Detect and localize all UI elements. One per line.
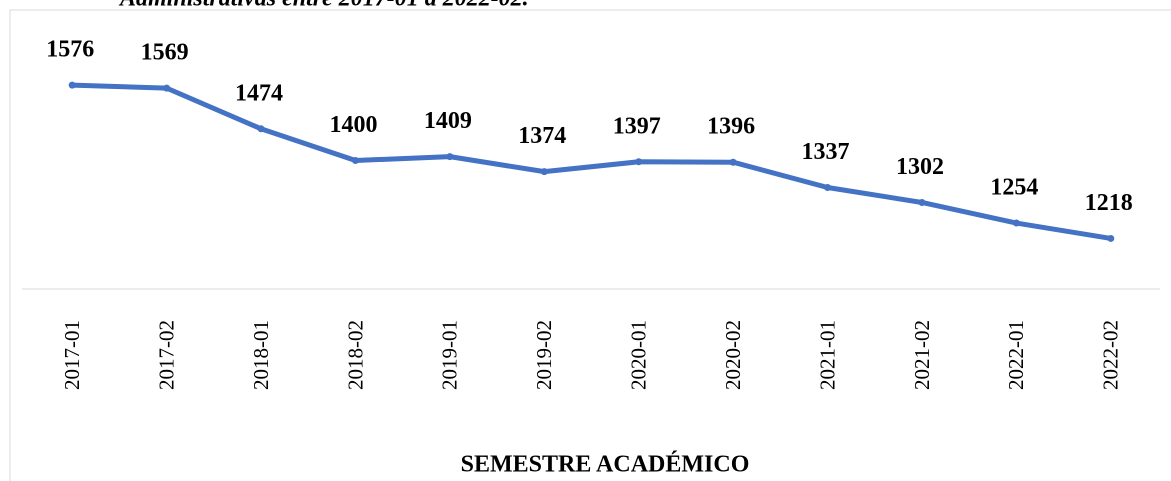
- x-tick-label: 2019-02: [532, 320, 556, 390]
- data-label: 1576: [46, 37, 94, 63]
- chart-frame: [9, 9, 1171, 481]
- data-point: [635, 158, 643, 166]
- x-tick-label: 2017-01: [60, 320, 84, 390]
- data-line: [72, 82, 1112, 241]
- data-point: [824, 183, 832, 191]
- data-label: 1474: [235, 80, 283, 106]
- chart-title: Administrativas entre 2017-01 a 2022-02.: [118, 0, 529, 12]
- x-tick-label: 2017-02: [154, 320, 178, 390]
- x-tick-label: 2021-02: [910, 320, 934, 390]
- data-label: 1400: [329, 112, 377, 138]
- x-axis-title: SEMESTRE ACADÉMICO: [461, 452, 750, 478]
- data-point: [446, 153, 454, 161]
- x-tick-label: 2018-01: [249, 320, 273, 390]
- data-label: 1374: [518, 123, 566, 149]
- data-point: [351, 157, 359, 164]
- x-tick-label: 2022-02: [1099, 320, 1123, 390]
- data-point: [1107, 234, 1115, 242]
- data-point: [729, 158, 737, 166]
- data-label: 1302: [896, 154, 944, 180]
- x-tick-label: 2021-01: [815, 320, 839, 390]
- data-point: [163, 84, 171, 92]
- data-label: 1396: [707, 114, 755, 140]
- x-tick-label: 2020-01: [627, 320, 651, 390]
- data-point: [540, 168, 548, 176]
- x-tick-label: 2018-02: [343, 320, 367, 390]
- data-point: [1012, 219, 1020, 227]
- data-label: 1337: [802, 139, 850, 165]
- data-point: [918, 198, 926, 206]
- x-tick-label: 2022-01: [1004, 320, 1028, 390]
- data-label: 1218: [1085, 190, 1133, 216]
- x-tick-label: 2020-02: [721, 320, 745, 390]
- data-point: [68, 81, 76, 89]
- data-label: 1409: [424, 108, 472, 134]
- data-label: 1254: [990, 175, 1038, 201]
- x-tick-label: 2019-01: [438, 320, 462, 390]
- data-point: [257, 125, 265, 133]
- data-label: 1397: [613, 113, 661, 139]
- data-label: 1569: [141, 40, 189, 66]
